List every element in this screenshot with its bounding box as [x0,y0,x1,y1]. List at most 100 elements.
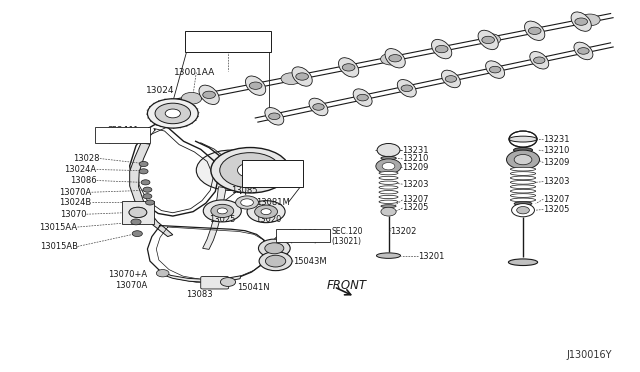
Ellipse shape [292,67,312,86]
Ellipse shape [397,80,416,97]
Circle shape [259,251,292,271]
Circle shape [155,103,191,124]
Circle shape [236,196,259,209]
Text: 15041N: 15041N [237,283,270,292]
FancyBboxPatch shape [242,160,303,187]
Text: 13205: 13205 [403,203,429,212]
Text: 13203: 13203 [403,180,429,189]
Circle shape [529,27,541,35]
Circle shape [132,231,142,237]
Text: 13231: 13231 [543,135,570,144]
Text: 13024: 13024 [146,86,174,95]
Ellipse shape [379,200,398,203]
Circle shape [247,201,285,223]
Circle shape [511,203,534,217]
Ellipse shape [478,30,499,49]
Text: 15043M: 15043M [293,257,327,266]
Text: 13205: 13205 [543,205,570,214]
Circle shape [220,153,281,188]
Ellipse shape [574,42,593,60]
Ellipse shape [510,180,536,184]
Circle shape [265,243,284,254]
Circle shape [143,194,152,199]
Circle shape [139,161,148,167]
Text: 13085: 13085 [231,186,258,195]
Ellipse shape [442,70,460,88]
Text: 13231: 13231 [403,145,429,155]
Text: 13070+A: 13070+A [108,270,147,279]
Circle shape [147,99,198,128]
Text: 13207: 13207 [403,195,429,205]
Text: 13025: 13025 [209,215,236,224]
Circle shape [145,200,154,205]
Text: SEC.120
(13021): SEC.120 (13021) [288,230,317,243]
Text: 13209: 13209 [543,158,570,167]
Circle shape [377,144,400,157]
Text: SEC.111
(11041): SEC.111 (11041) [107,126,138,145]
Polygon shape [160,271,241,282]
Text: 13201: 13201 [419,252,445,261]
Circle shape [237,163,263,177]
Circle shape [445,76,457,82]
Ellipse shape [309,98,328,116]
Circle shape [534,57,545,64]
Circle shape [313,104,324,110]
Ellipse shape [246,76,266,95]
Text: 13024A: 13024A [65,165,97,174]
Circle shape [381,207,396,216]
Ellipse shape [376,253,401,259]
Circle shape [211,204,234,218]
Text: 13081M: 13081M [257,198,291,207]
Text: 13024B: 13024B [60,198,92,207]
Ellipse shape [510,185,536,189]
Circle shape [141,180,150,185]
Circle shape [181,92,202,104]
FancyBboxPatch shape [95,127,150,144]
Text: 13202: 13202 [390,227,416,236]
Circle shape [259,239,290,257]
Circle shape [281,73,301,84]
Ellipse shape [510,176,536,180]
Text: 13001A: 13001A [250,167,282,177]
Ellipse shape [353,89,372,106]
Ellipse shape [385,49,405,68]
Ellipse shape [508,259,538,266]
Circle shape [578,48,589,54]
Circle shape [506,150,540,169]
Circle shape [580,14,600,26]
Ellipse shape [379,190,398,194]
Circle shape [261,209,271,215]
Ellipse shape [379,186,398,189]
Text: 13015AA: 13015AA [40,222,77,231]
Circle shape [220,278,236,286]
Ellipse shape [379,181,398,185]
Circle shape [266,255,285,267]
Circle shape [255,205,278,218]
Text: 13020+A: 13020+A [207,38,249,46]
Circle shape [296,73,308,80]
Text: FRONT: FRONT [326,279,366,292]
Circle shape [357,94,369,101]
Ellipse shape [513,148,532,153]
FancyBboxPatch shape [276,228,330,243]
Ellipse shape [265,108,284,125]
Circle shape [401,85,413,92]
Circle shape [480,33,500,45]
Circle shape [131,219,141,225]
Ellipse shape [486,61,504,78]
Circle shape [575,18,588,25]
Circle shape [376,159,401,174]
Text: 13210: 13210 [543,146,570,155]
Text: 13070A: 13070A [115,281,147,290]
Ellipse shape [509,136,537,142]
Circle shape [509,131,537,147]
Ellipse shape [510,189,536,193]
Ellipse shape [510,194,536,198]
Circle shape [139,169,148,174]
Circle shape [381,53,401,65]
Ellipse shape [199,85,220,105]
Ellipse shape [510,172,536,175]
Polygon shape [130,143,173,237]
Ellipse shape [510,167,536,171]
Ellipse shape [510,198,536,202]
